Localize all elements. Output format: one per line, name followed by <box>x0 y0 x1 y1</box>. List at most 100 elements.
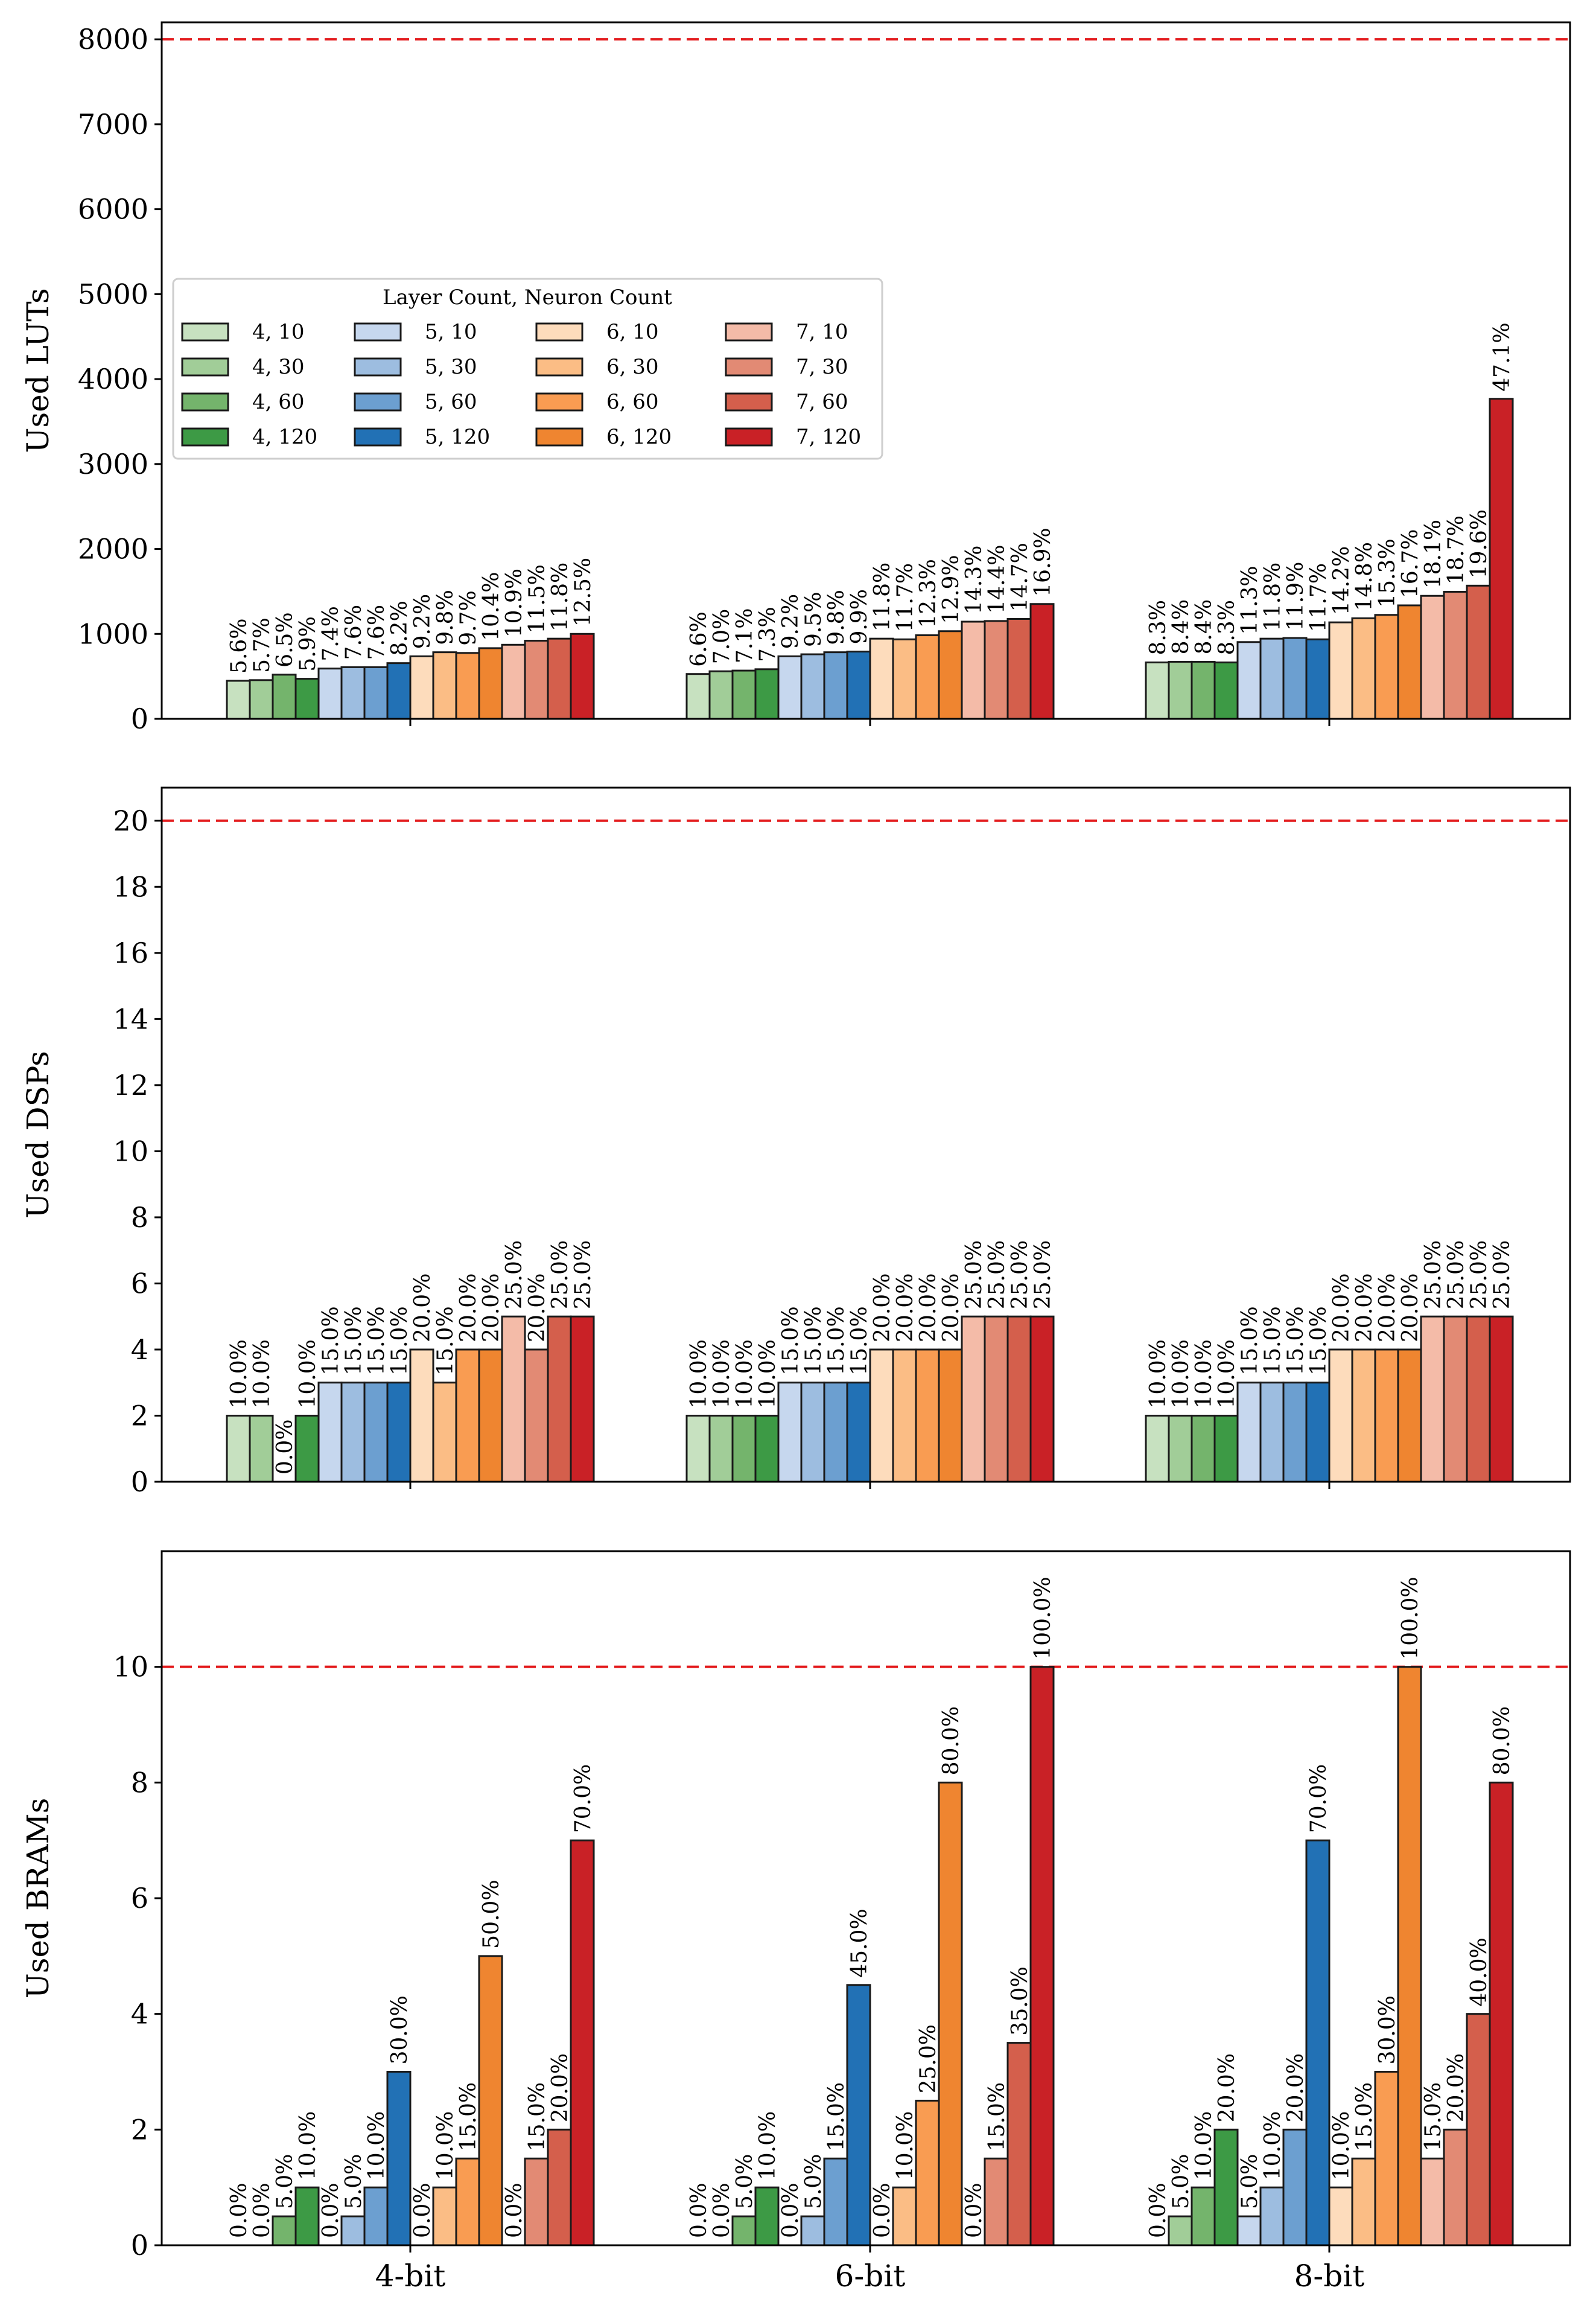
y-tick-label: 0 <box>131 2229 148 2262</box>
bar-value-label: 0.0% <box>778 2183 803 2238</box>
bar-value-label: 20.0% <box>916 1274 941 1342</box>
bar-value-label: 20.0% <box>548 2053 573 2122</box>
x-tick-label: 4-bit <box>375 2259 446 2294</box>
legend-entry: 5, 60 <box>425 390 477 414</box>
bar <box>1397 604 1422 720</box>
bar-value-label: 10.0% <box>296 1339 320 1408</box>
bar <box>1006 1315 1032 1483</box>
bar-value-label: 10.0% <box>1146 1339 1171 1408</box>
bar-value-label: 18.1% <box>1421 520 1446 588</box>
legend-entry: 4, 60 <box>252 390 305 414</box>
y-tick-label: 6 <box>131 1267 148 1299</box>
bar-value-label: 0.0% <box>319 2183 343 2238</box>
bar <box>1259 1382 1285 1483</box>
bar-value-label: 11.5% <box>525 564 550 633</box>
bar-value-label: 0.0% <box>250 2183 275 2238</box>
bar <box>501 1315 526 1483</box>
legend-swatch <box>535 392 583 412</box>
bar <box>1168 1414 1193 1483</box>
y-tick-label: 8 <box>131 1201 148 1234</box>
bar-value-label: 10.0% <box>733 1339 757 1408</box>
bar <box>1328 1348 1353 1483</box>
bar <box>731 669 757 720</box>
bar <box>1374 2071 1399 2246</box>
bar-value-label: 15.0% <box>387 1306 412 1375</box>
bar <box>708 1414 734 1483</box>
bar-value-label: 10.0% <box>227 1339 252 1408</box>
bar-value-label: 10.0% <box>1192 1339 1216 1408</box>
bar <box>547 637 572 720</box>
bar <box>1420 595 1445 720</box>
bar-value-label: 15.0% <box>1261 1306 1285 1375</box>
bar <box>386 2071 412 2246</box>
bar <box>1466 2013 1491 2246</box>
bar <box>846 1984 871 2246</box>
bar-value-label: 35.0% <box>1008 1966 1032 2035</box>
bar-value-label: 15.0% <box>433 1306 458 1375</box>
bar-value-label: 10.0% <box>755 2111 780 2180</box>
y-tick-label: 2 <box>131 2113 148 2146</box>
y-axis-label: Used DSPs <box>21 1051 56 1219</box>
bar <box>1466 1315 1491 1483</box>
bar-value-label: 9.9% <box>847 589 872 644</box>
bar-value-label: 15.0% <box>364 1306 389 1375</box>
bar-value-label: 80.0% <box>1490 1706 1515 1775</box>
bar <box>823 2157 848 2246</box>
bar-value-label: 15.0% <box>801 1306 826 1375</box>
bar-value-label: 100.0% <box>1398 1577 1423 1659</box>
bar-value-label: 15.0% <box>824 2082 849 2151</box>
bar <box>938 1348 963 1483</box>
y-tick-label: 5000 <box>78 278 148 310</box>
bar <box>363 2186 389 2246</box>
panel-1: 0 1000 2000 3000 4000 5000 6000 7000 8000 Used LU… <box>21 21 1571 735</box>
bar-value-label: 10.0% <box>1261 2111 1285 2180</box>
bar-value-label: 25.0% <box>962 1240 987 1309</box>
bar <box>294 1414 320 1483</box>
y-axis-label: Used LUTs <box>21 288 56 453</box>
bar <box>777 655 803 720</box>
bar <box>478 1348 503 1483</box>
bar <box>1397 1348 1422 1483</box>
legend-entry: 6, 30 <box>606 355 659 379</box>
bar <box>1259 637 1285 720</box>
bar <box>1006 617 1032 720</box>
legend-entry: 7, 30 <box>796 355 848 379</box>
bar <box>340 1382 366 1483</box>
bar <box>892 638 917 720</box>
bar-value-label: 14.2% <box>1329 546 1354 615</box>
bar-value-label: 10.0% <box>1329 2111 1354 2180</box>
legend-entry: 6, 120 <box>606 425 672 449</box>
bar <box>1374 1348 1399 1483</box>
bar-value-label: 20.0% <box>479 1274 504 1342</box>
bar-value-label: 25.0% <box>502 1240 527 1309</box>
y-tick-label: 4 <box>131 1998 148 2030</box>
bar <box>1191 660 1216 720</box>
bar <box>1328 621 1353 720</box>
bar <box>272 2215 297 2246</box>
bar-value-label: 30.0% <box>387 1995 412 2064</box>
bar-value-label: 20.0% <box>456 1274 481 1342</box>
bar <box>501 643 526 720</box>
bar-value-label: 0.0% <box>870 2183 895 2238</box>
bar-value-label: 100.0% <box>1031 1577 1055 1659</box>
legend-swatch <box>725 322 773 342</box>
y-tick-label: 6000 <box>78 193 148 226</box>
bar-value-label: 0.0% <box>273 1420 297 1475</box>
bar <box>1443 2128 1468 2246</box>
legend-entry: 5, 30 <box>425 355 477 379</box>
bar <box>386 662 412 720</box>
bar-value-label: 11.9% <box>1283 562 1308 631</box>
bar <box>685 673 711 720</box>
bar-value-label: 14.8% <box>1352 542 1377 611</box>
bar <box>272 674 297 720</box>
bar <box>455 1348 480 1483</box>
bar-value-label: 8.3% <box>1215 600 1239 655</box>
bar <box>1029 1315 1055 1483</box>
legend-entry: 4, 30 <box>252 355 305 379</box>
bar-value-label: 20.0% <box>1375 1274 1400 1342</box>
legend-frame <box>172 278 883 460</box>
bar <box>570 1839 595 2246</box>
legend-swatch <box>354 357 402 377</box>
bar <box>1282 637 1308 720</box>
legend-swatch <box>354 392 402 412</box>
